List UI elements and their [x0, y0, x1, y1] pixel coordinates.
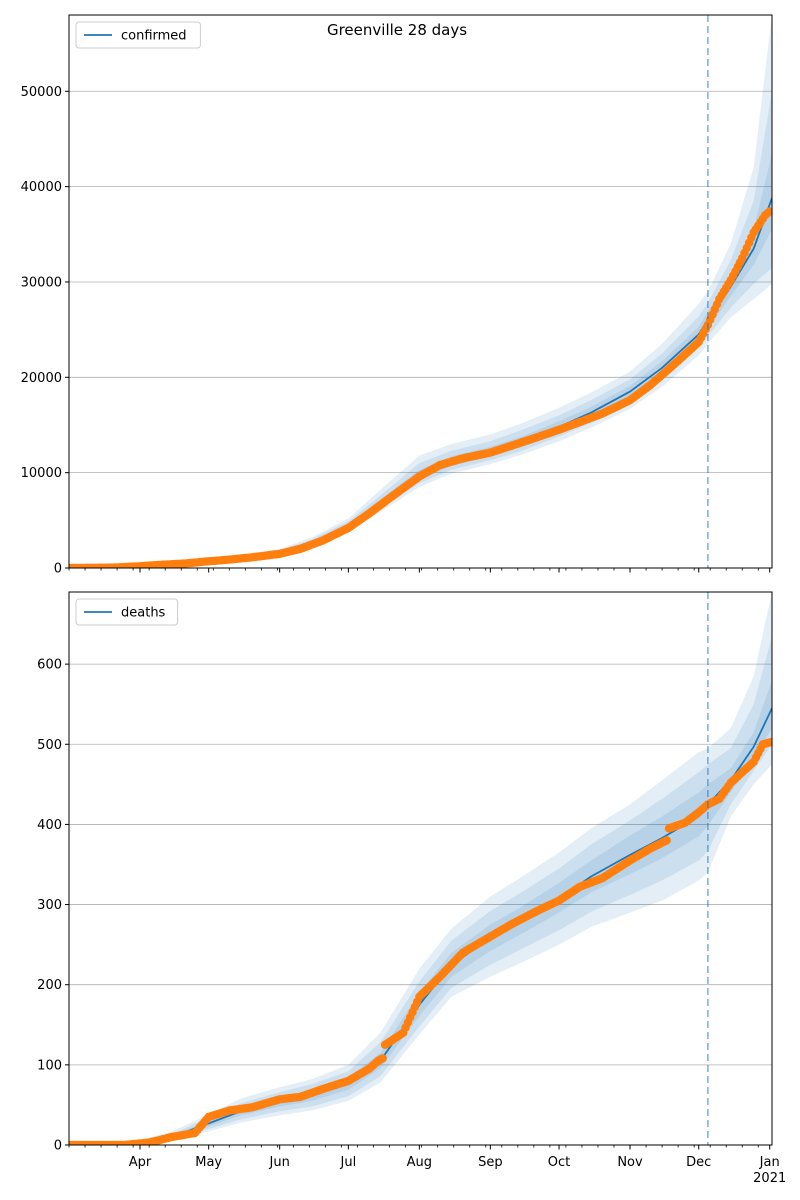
figure-title: Greenville 28 days — [326, 21, 468, 39]
confidence-band-80pct — [69, 636, 772, 1145]
observed-point — [378, 1054, 387, 1063]
confidence-band-50pct — [69, 680, 772, 1145]
confidence-band-80pct — [69, 91, 772, 568]
x-tick-label: Sep — [478, 1155, 503, 1170]
x-tick-label: Oct — [548, 1155, 570, 1170]
y-tick-label: 30000 — [21, 275, 62, 290]
y-tick-label: 40000 — [21, 180, 62, 195]
y-tick-label: 10000 — [21, 466, 62, 481]
y-tick-label: 0 — [54, 1139, 62, 1154]
axes-frame — [68, 14, 773, 569]
confidence-band-50pct — [69, 153, 772, 568]
x-tick-label: Jul — [340, 1155, 357, 1170]
y-tick-label: 0 — [54, 562, 62, 577]
y-tick-label: 200 — [37, 978, 62, 993]
x-tick-label: May — [195, 1155, 222, 1170]
y-tick-label: 50000 — [21, 85, 62, 100]
plot-area — [69, 592, 772, 1145]
panel-confirmed: 0 10000 20000 30000 40000 50000 confirmed — [21, 14, 773, 577]
legend-label: confirmed — [121, 29, 187, 44]
y-tick-label: 400 — [37, 818, 62, 833]
legend-box — [75, 598, 179, 626]
y-tick-label: 300 — [37, 898, 62, 913]
x-tick-label: Dec — [686, 1155, 711, 1170]
y-tick-label: 500 — [37, 738, 62, 753]
x-tick-label: Apr — [129, 1155, 152, 1170]
legend-label: deaths — [121, 606, 166, 621]
plot-area — [69, 15, 772, 568]
model-line-confirmed — [69, 197, 772, 568]
y-tick-label: 600 — [37, 658, 62, 673]
y-tick-label: 20000 — [21, 371, 62, 386]
confidence-band-95pct — [69, 15, 772, 568]
legend-box — [75, 21, 201, 49]
panel-deaths: 0 100 200 300 400 500 600 Apr May Jun Jul Aug Sep Oct… — [37, 591, 786, 1186]
x-tick-label: Aug — [407, 1155, 432, 1170]
legend: deaths — [75, 598, 179, 626]
x-year-label: 2021 — [753, 1171, 786, 1186]
observed-point — [662, 836, 671, 845]
x-tick-label: Nov — [617, 1155, 643, 1170]
legend: confirmed — [75, 21, 201, 49]
confidence-band-95pct — [69, 592, 772, 1145]
x-tick-label: Jan — [759, 1155, 780, 1170]
y-tick-label: 100 — [37, 1058, 62, 1073]
axes-frame — [68, 591, 773, 1146]
x-tick-label: Jun — [269, 1155, 290, 1170]
model-line-deaths — [69, 707, 772, 1145]
observed-point — [767, 737, 772, 747]
observed-point — [765, 207, 772, 216]
